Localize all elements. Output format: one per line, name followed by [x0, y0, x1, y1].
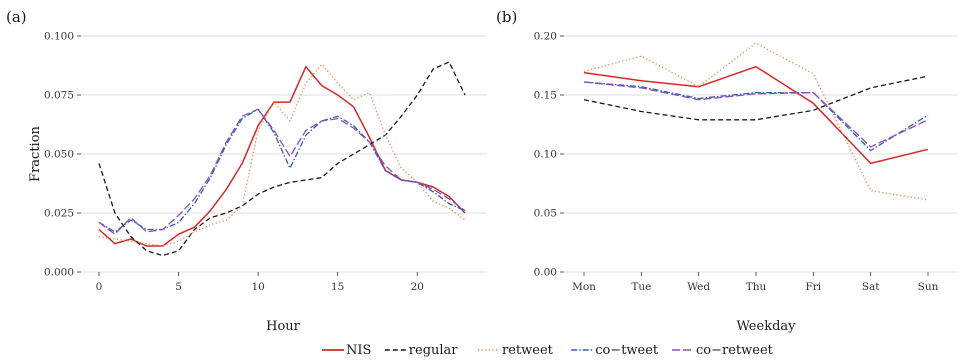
y-tick-label: 0.10: [534, 149, 557, 161]
series-line-regular-panel-b: [583, 75, 929, 121]
x-tick-label: Thu: [746, 281, 767, 293]
x-tick-label: 20: [411, 281, 424, 293]
y-tick-label: 0.20: [534, 31, 557, 43]
y-tick-label: 0.05: [534, 208, 557, 220]
legend-label-co-tweet: co−tweet: [595, 343, 659, 358]
x-tick-label: Tue: [631, 281, 651, 293]
x-tick-label: Wed: [687, 281, 710, 293]
legend-label-co-retweet: co−retweet: [696, 343, 774, 358]
y-tick-label: 0.00: [534, 267, 557, 279]
y-tick-label: 0.000: [44, 267, 74, 279]
y-tick-label: 0.15: [534, 90, 557, 102]
y-tick-label: 0.025: [44, 208, 74, 220]
series-line-co-tweet-panel-a: [98, 108, 466, 233]
x-tick-label: Fri: [805, 281, 821, 293]
series-line-nis-panel-b: [583, 65, 929, 165]
y-tick-label: 0.050: [44, 149, 74, 161]
series-line-co-retweet-panel-b: [583, 81, 929, 148]
x-tick-label: Sat: [862, 281, 880, 293]
x-tick-label: Sun: [918, 281, 939, 293]
panel-b-x-axis-title: Weekday: [737, 319, 797, 334]
panel-b-label: (b): [496, 8, 517, 26]
x-tick-label: 5: [175, 281, 182, 293]
x-tick-label: 15: [331, 281, 344, 293]
panel-a-y-axis-title: Fraction: [28, 125, 43, 181]
x-tick-label: 10: [251, 281, 264, 293]
panel-a-x-axis-title: Hour: [266, 319, 301, 334]
panel-a-hour-chart: 0.000 0.025 0.050 0.075 0.100 0 5 10 15 20: [44, 31, 487, 293]
legend-label-nis: NIS: [346, 343, 371, 358]
panel-a-label: (a): [6, 8, 27, 26]
legend: NIS regular retweet co−tweet co−retweet: [322, 343, 774, 358]
series-line-co-tweet-panel-b: [583, 81, 929, 152]
y-tick-label: 0.075: [44, 90, 74, 102]
y-tick-label: 0.100: [44, 31, 74, 43]
legend-label-regular: regular: [409, 343, 459, 358]
series-line-regular-panel-a: [98, 61, 466, 257]
x-tick-label: 0: [96, 281, 103, 293]
panel-b-weekday-chart: 0.00 0.05 0.10 0.15 0.20 Mon Tue Wed Thu Fri Sat Su…: [534, 31, 958, 293]
x-tick-label: Mon: [572, 281, 596, 293]
series-line-nis-panel-a: [98, 65, 466, 247]
legend-label-retweet: retweet: [502, 343, 554, 358]
series-line-retweet-panel-a: [98, 63, 466, 247]
series-line-co-retweet-panel-a: [98, 108, 466, 235]
